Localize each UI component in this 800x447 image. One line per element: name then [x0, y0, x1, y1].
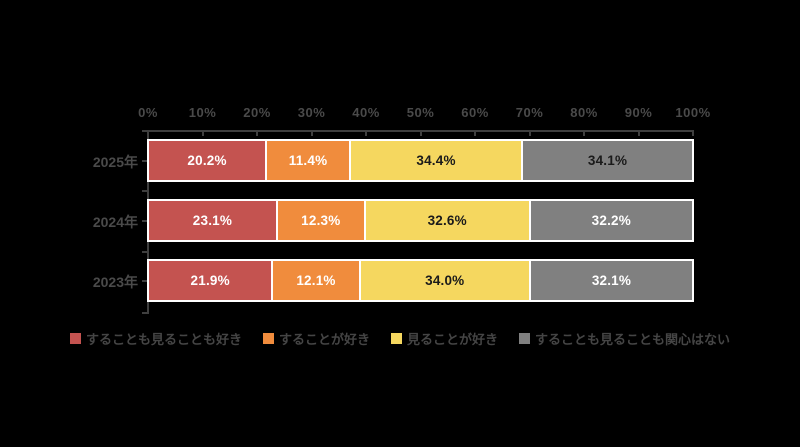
x-axis-tick: [474, 132, 476, 136]
x-axis-tick-label: 60%: [461, 105, 489, 120]
legend-label: することも見ることも好き: [85, 332, 242, 347]
bar-segment-することが好き: 11.4%: [265, 141, 349, 180]
bar-segment-見ることが好き: 34.0%: [358, 261, 529, 300]
legend-swatch: [391, 333, 402, 344]
x-axis-tick-label: 20%: [243, 105, 271, 120]
x-axis-tick: [637, 132, 640, 136]
category-label: 2025年: [92, 153, 138, 170]
x-axis-tick: [256, 132, 258, 136]
x-axis-tick: [583, 132, 585, 136]
bar-segment-label: 20.2%: [187, 153, 227, 168]
legend-item: することが好き: [262, 329, 370, 348]
x-axis-tick-label: 90%: [624, 105, 653, 120]
legend-item: することも見ることも関心はない: [519, 329, 730, 348]
bar-row: 20.2% 11.4% 34.4% 34.1%: [147, 139, 694, 182]
x-axis-tick-label: 30%: [297, 105, 326, 120]
legend-swatch: [262, 333, 274, 344]
x-axis-tick: [528, 132, 531, 136]
legend-swatch: [69, 333, 81, 344]
legend-item: 見ることが好き: [391, 329, 498, 348]
bar-segment-することも見ることも好き: 23.1%: [149, 201, 276, 240]
x-axis-tick-label: 80%: [570, 105, 598, 120]
x-axis-tick: [310, 132, 313, 136]
legend-label: 見ることが好き: [407, 332, 499, 347]
category-label: 2023年: [92, 273, 138, 290]
bar-segment-することも見ることも好き: 20.2%: [149, 141, 266, 180]
x-axis-tick: [692, 132, 694, 136]
x-axis-tick-label: 10%: [188, 105, 217, 120]
legend-item: することも見ることも好き: [69, 329, 242, 348]
y-axis-tick: [142, 190, 147, 192]
y-axis-tick: [142, 130, 147, 132]
x-axis-tick: [365, 132, 367, 136]
bar-segment-label: 21.9%: [190, 273, 230, 288]
y-axis-tick: [142, 159, 147, 162]
category-label: 2024年: [92, 213, 138, 230]
x-axis-tick-label: 100%: [675, 105, 711, 120]
x-axis-tick-label: 40%: [352, 105, 380, 120]
bar-segment-することが好き: 12.3%: [275, 201, 364, 240]
bar-segment-label: 32.2%: [591, 213, 631, 228]
legend-label: することが好き: [278, 332, 370, 347]
x-axis-tick-label: 50%: [406, 105, 435, 120]
legend-label: することも見ることも関心はない: [535, 332, 731, 347]
bar-segment-label: 34.0%: [425, 273, 465, 288]
bar-row: 23.1% 12.3% 32.6% 32.2%: [147, 199, 694, 242]
legend-swatch: [519, 333, 531, 344]
bar-segment-することも見ることも関心はない: 32.1%: [528, 261, 692, 300]
bar-segment-label: 32.1%: [591, 273, 632, 288]
bar-segment-見ることが好き: 34.4%: [348, 141, 522, 180]
bar-segment-label: 23.1%: [192, 213, 233, 228]
y-axis-tick: [142, 219, 147, 222]
legend: することも見ることも好き することが好き 見ることが好き することも見ることも関心はな…: [0, 329, 800, 348]
x-axis-tick: [201, 132, 204, 136]
bar-segment-label: 11.4%: [288, 153, 328, 168]
bar-segment-することも見ることも関心はない: 32.2%: [528, 201, 692, 240]
bar-segment-することも見ることも好き: 21.9%: [149, 261, 272, 300]
y-axis-tick: [142, 279, 147, 282]
bar-segment-label: 34.1%: [587, 153, 628, 168]
bar-segment-label: 12.3%: [301, 213, 341, 228]
x-axis-tick-label: 70%: [515, 105, 544, 120]
bar-segment-することが好き: 12.1%: [271, 261, 359, 300]
y-axis-tick: [142, 251, 147, 253]
bar-segment-label: 12.1%: [296, 273, 336, 288]
bar-row: 21.9% 12.1% 34.0% 32.1%: [147, 259, 694, 302]
bar-segment-label: 34.4%: [416, 153, 456, 168]
x-axis-tick-label: 0%: [138, 105, 158, 120]
bar-segment-見ることが好き: 32.6%: [363, 201, 529, 240]
bar-segment-label: 32.6%: [427, 213, 467, 228]
bar-segment-することも見ることも関心はない: 34.1%: [521, 141, 692, 180]
x-axis-tick: [419, 132, 422, 136]
x-axis-line: [147, 130, 694, 132]
y-axis-tick: [142, 312, 147, 314]
